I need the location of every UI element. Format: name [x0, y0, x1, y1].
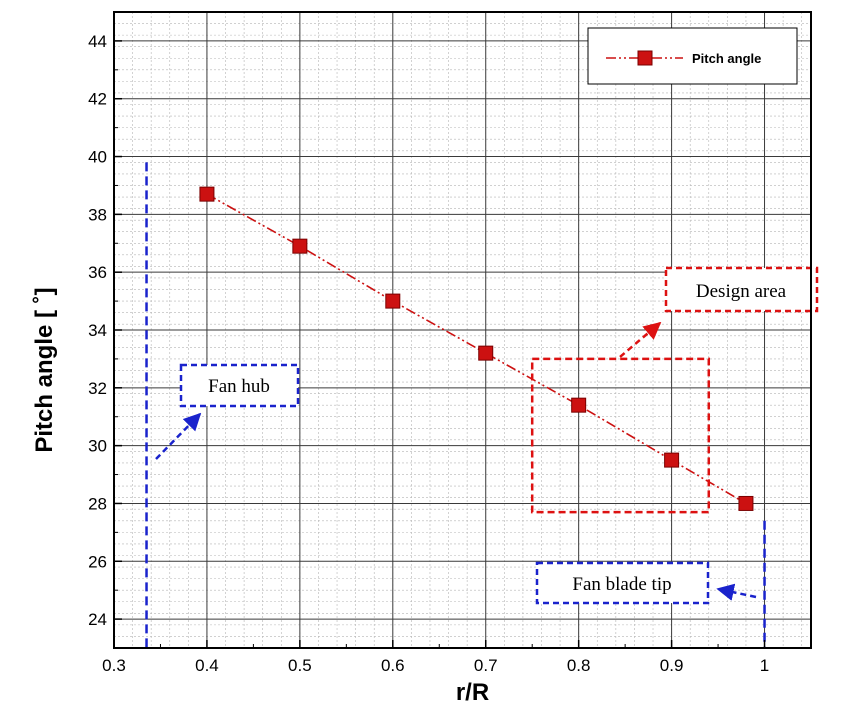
design-area-label-box [664, 266, 819, 313]
grid [113, 11, 811, 649]
y-tick-label: 42 [88, 90, 107, 109]
fan-hub-label-box [179, 363, 300, 408]
x-tick-label: 0.6 [381, 656, 405, 675]
y-tick-label: 38 [88, 205, 107, 224]
data-point-marker [292, 238, 308, 254]
y-tick-label: 36 [88, 263, 107, 282]
fan-hub-label: Fan hub [208, 376, 270, 397]
design-area-arrow [619, 321, 662, 358]
y-tick-label: 40 [88, 148, 107, 167]
y-tick-label: 28 [88, 494, 107, 513]
legend-box [587, 27, 798, 85]
data-point-marker [738, 495, 754, 511]
axis-ticks: 0.3 0.4 0.5 0.6 0.7 0.8 0.9 1 24 26 28 30 32 34 36 38 40… [88, 11, 812, 675]
reference-lines [145, 162, 766, 648]
x-tick-label: 0.3 [102, 656, 126, 675]
fan-hub-arrow [155, 412, 202, 460]
data-point-marker [478, 345, 494, 361]
data-point-marker [199, 186, 215, 202]
annotations: Design area Fan hub Fan blade tip [155, 266, 819, 605]
data-point-marker [385, 293, 401, 309]
legend: Pitch angle [587, 27, 798, 85]
design-area-box [530, 357, 711, 514]
y-tick-label: 34 [88, 321, 107, 340]
x-tick-label: 0.7 [474, 656, 498, 675]
data-point-marker [571, 397, 587, 413]
legend-label: Pitch angle [692, 51, 761, 66]
fan-blade-tip-arrow [716, 583, 757, 601]
x-tick-label: 0.4 [195, 656, 219, 675]
y-tick-label: 26 [88, 552, 107, 571]
series-pitch-angle [199, 186, 754, 511]
y-tick-label: 30 [88, 437, 107, 456]
x-tick-label: 0.9 [660, 656, 684, 675]
x-tick-label: 1 [760, 656, 769, 675]
data-point-marker [664, 452, 680, 468]
fan-blade-tip-label: Fan blade tip [572, 574, 671, 595]
design-area-label: Design area [696, 281, 787, 302]
x-tick-label: 0.5 [288, 656, 312, 675]
y-tick-label: 24 [88, 610, 107, 629]
y-tick-label: 32 [88, 379, 107, 398]
legend-marker-swatch [637, 50, 653, 66]
y-axis-title: Pitch angle [ ˚] [31, 287, 58, 452]
y-tick-label: 44 [88, 32, 107, 51]
fan-blade-tip-label-box [535, 561, 710, 605]
x-tick-label: 0.8 [567, 656, 591, 675]
x-axis-title: r/R [456, 679, 489, 706]
